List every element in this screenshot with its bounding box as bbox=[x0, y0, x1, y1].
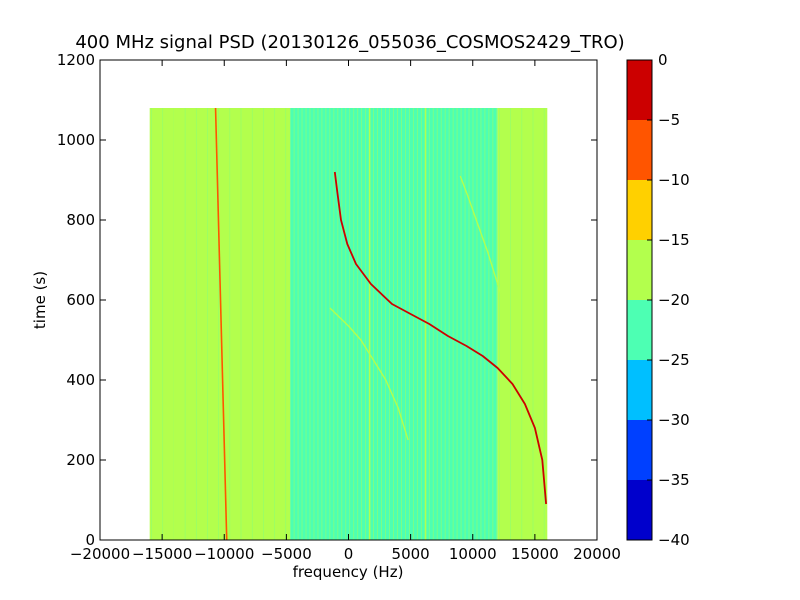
colorbar-tick-label: −5 bbox=[658, 111, 680, 129]
trace-layer bbox=[329, 171, 547, 505]
colorbar-level bbox=[627, 300, 652, 360]
colorbar-tick-label: 0 bbox=[658, 51, 668, 69]
heatmap-band bbox=[149, 108, 291, 540]
x-tick-labels: −20000 −15000 −10000 −5000 0 5000 10000 15000 20… bbox=[70, 545, 621, 563]
heatmap-layer bbox=[149, 107, 548, 540]
plot-area bbox=[99, 59, 598, 541]
colorbar: 0 −5 −10 −15 −20 −25 −30 −35 −40 bbox=[626, 51, 690, 549]
colorbar-tick-label: −25 bbox=[658, 351, 690, 369]
x-tick-label: 15000 bbox=[511, 545, 559, 563]
x-tick-label: −10000 bbox=[194, 545, 254, 563]
x-tick-label: −5000 bbox=[261, 545, 312, 563]
colorbar-ticks: 0 −5 −10 −15 −20 −25 −30 −35 −40 bbox=[647, 51, 690, 549]
colorbar-level bbox=[627, 420, 652, 480]
colorbar-level bbox=[627, 60, 652, 120]
signal-trace bbox=[459, 175, 504, 301]
colorbar-tick-label: −40 bbox=[658, 531, 690, 549]
y-tick-label: 1200 bbox=[57, 51, 95, 69]
chart-title: 400 MHz signal PSD (20130126_055036_COSM… bbox=[75, 32, 624, 53]
colorbar-level bbox=[627, 360, 652, 420]
y-tick-label: 800 bbox=[66, 211, 95, 229]
colorbar-level bbox=[627, 120, 652, 180]
x-tick-label: 0 bbox=[344, 545, 354, 563]
colorbar-level bbox=[627, 480, 652, 540]
colorbar-frame bbox=[626, 59, 653, 541]
colorbar-level bbox=[627, 180, 652, 240]
colorbar-tick-label: −30 bbox=[658, 411, 690, 429]
y-tick-label: 1000 bbox=[57, 131, 95, 149]
colorbar-tick-label: −35 bbox=[658, 471, 690, 489]
y-tick-label: 600 bbox=[66, 291, 95, 309]
colorbar-levels bbox=[627, 60, 652, 540]
y-tick-label: 400 bbox=[66, 371, 95, 389]
x-tick-label: −15000 bbox=[132, 545, 192, 563]
x-tick-label: −20000 bbox=[70, 545, 130, 563]
x-tick-label: 20000 bbox=[573, 545, 621, 563]
spectral-line bbox=[214, 107, 228, 540]
y-tick-label: 200 bbox=[66, 451, 95, 469]
x-tick-label: 10000 bbox=[449, 545, 497, 563]
colorbar-tick-label: −15 bbox=[658, 231, 690, 249]
y-axis-title: time (s) bbox=[31, 271, 49, 329]
x-tick-label: 5000 bbox=[392, 545, 430, 563]
signal-trace bbox=[333, 171, 547, 505]
y-tick-labels: 0 200 400 600 800 1000 1200 bbox=[57, 51, 95, 549]
colorbar-tick-label: −10 bbox=[658, 171, 690, 189]
signal-trace bbox=[329, 307, 409, 441]
plot-frame bbox=[99, 59, 598, 541]
heatmap-band bbox=[497, 108, 548, 540]
y-tick-label: 0 bbox=[85, 531, 95, 549]
x-axis-title: frequency (Hz) bbox=[293, 563, 404, 581]
colorbar-level bbox=[627, 240, 652, 300]
colorbar-tick-label: −20 bbox=[658, 291, 690, 309]
